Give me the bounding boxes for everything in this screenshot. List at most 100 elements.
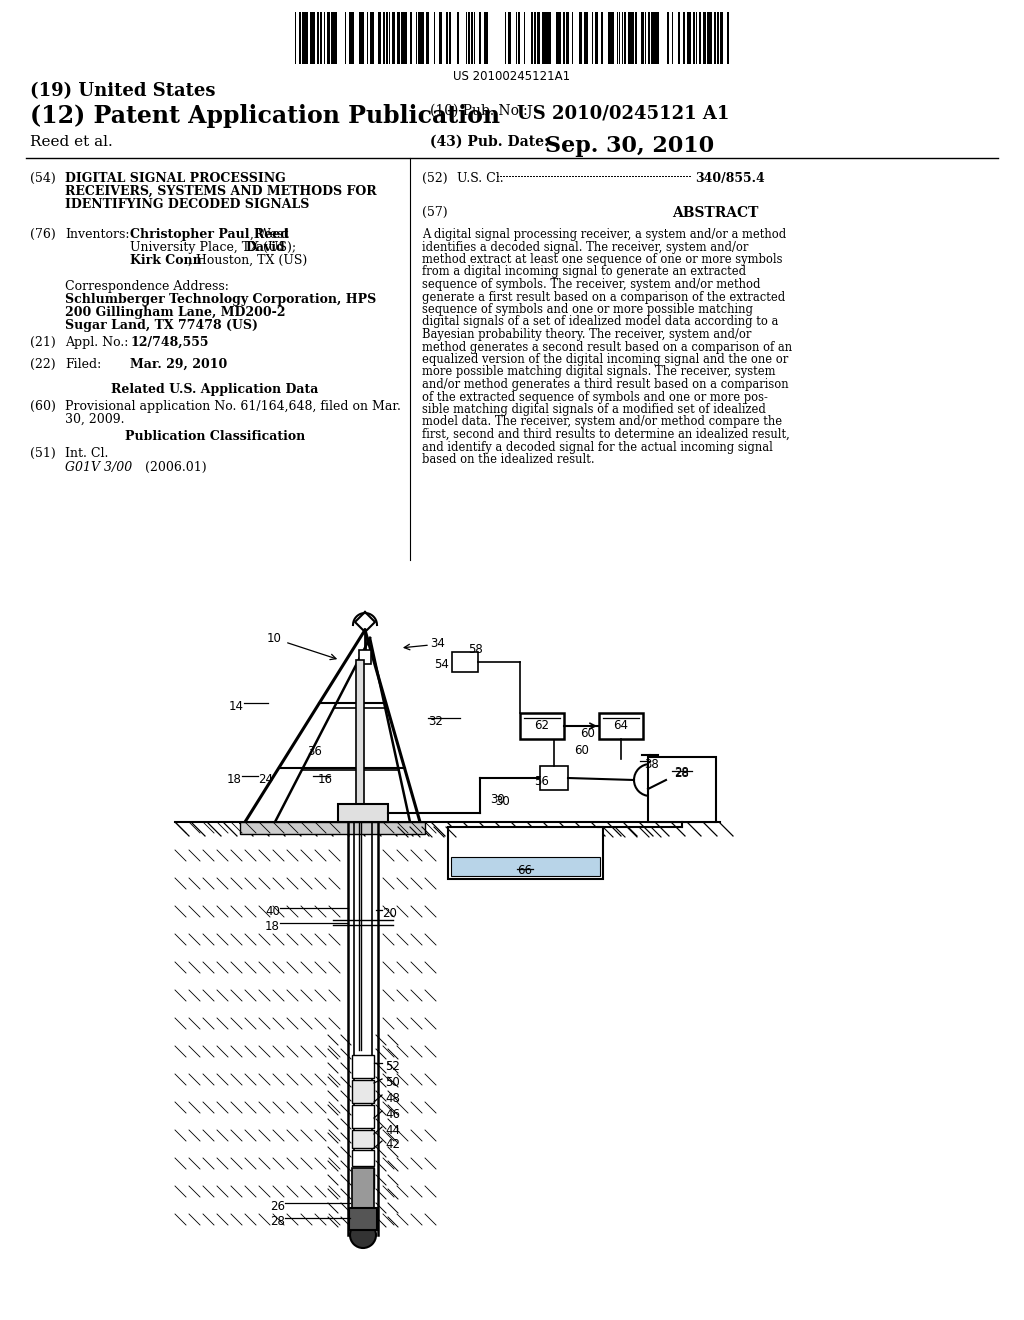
Bar — [352, 1080, 374, 1104]
Bar — [466, 12, 467, 63]
Text: 34: 34 — [430, 638, 444, 649]
Text: 24: 24 — [258, 774, 273, 785]
Bar — [710, 12, 711, 63]
Bar — [520, 713, 564, 739]
Text: (52): (52) — [422, 172, 447, 185]
Bar — [518, 12, 519, 63]
Bar — [516, 12, 517, 63]
Text: 44: 44 — [385, 1125, 400, 1137]
Bar — [692, 12, 695, 63]
Text: (22): (22) — [30, 358, 55, 371]
Text: Related U.S. Application Data: Related U.S. Application Data — [112, 383, 318, 396]
Bar — [617, 12, 618, 63]
Text: (57): (57) — [422, 206, 447, 219]
Bar — [332, 12, 334, 63]
Text: 62: 62 — [535, 719, 550, 733]
Bar — [519, 12, 520, 63]
Bar — [702, 12, 706, 63]
Bar — [689, 12, 691, 63]
Text: Correspondence Address:: Correspondence Address: — [65, 280, 229, 293]
Text: 66: 66 — [517, 865, 532, 876]
Text: equalized version of the digital incoming signal and the one or: equalized version of the digital incomin… — [422, 352, 788, 366]
Bar — [301, 12, 304, 63]
Text: ABSTRACT: ABSTRACT — [672, 206, 758, 220]
Text: , West: , West — [250, 228, 289, 242]
Text: RECEIVERS, SYSTEMS AND METHODS FOR: RECEIVERS, SYSTEMS AND METHODS FOR — [65, 185, 377, 198]
Text: A digital signal processing receiver, a system and/or a method: A digital signal processing receiver, a … — [422, 228, 786, 242]
Bar — [727, 12, 729, 63]
Bar — [392, 12, 394, 63]
Text: 64: 64 — [613, 719, 629, 733]
Bar — [401, 12, 402, 63]
Bar — [324, 12, 326, 63]
Text: 60: 60 — [574, 744, 589, 756]
Text: 60: 60 — [580, 727, 595, 741]
Text: Int. Cl.: Int. Cl. — [65, 447, 109, 459]
Bar — [471, 12, 473, 63]
Text: 18: 18 — [227, 774, 242, 785]
Text: Sep. 30, 2010: Sep. 30, 2010 — [545, 135, 714, 157]
Text: sible matching digital signals of a modified set of idealized: sible matching digital signals of a modi… — [422, 403, 766, 416]
Bar — [418, 12, 419, 63]
Text: US 2010/0245121 A1: US 2010/0245121 A1 — [517, 104, 729, 121]
Bar — [438, 12, 441, 63]
Bar — [668, 12, 669, 63]
Bar — [635, 12, 637, 63]
Text: 340/855.4: 340/855.4 — [695, 172, 765, 185]
Bar — [540, 766, 568, 789]
Bar — [656, 12, 658, 63]
Text: method generates a second result based on a comparison of an: method generates a second result based o… — [422, 341, 793, 354]
Bar — [672, 12, 673, 63]
Bar — [687, 12, 689, 63]
Text: (19) United States: (19) United States — [30, 82, 215, 100]
Text: University Place, TX (US);: University Place, TX (US); — [130, 242, 300, 253]
Bar — [714, 12, 716, 63]
Bar — [556, 12, 557, 63]
Bar — [483, 12, 485, 63]
Bar — [397, 12, 400, 63]
Bar — [457, 12, 459, 63]
Bar — [299, 12, 301, 63]
Bar — [628, 12, 630, 63]
Bar — [358, 12, 360, 63]
Text: Schlumberger Technology Corporation, HPS: Schlumberger Technology Corporation, HPS — [65, 293, 376, 306]
Bar — [449, 828, 603, 879]
Text: from a digital incoming signal to generate an extracted: from a digital incoming signal to genera… — [422, 265, 746, 279]
Text: Christopher Paul Reed: Christopher Paul Reed — [130, 228, 289, 242]
Bar — [707, 12, 709, 63]
Bar — [650, 12, 653, 63]
Text: based on the idealized result.: based on the idealized result. — [422, 453, 595, 466]
Bar — [334, 12, 337, 63]
Circle shape — [634, 764, 666, 796]
Bar — [402, 12, 404, 63]
Bar — [367, 12, 368, 63]
Bar — [611, 12, 612, 63]
Text: G01V 3/00: G01V 3/00 — [65, 461, 132, 474]
Text: 30, 2009.: 30, 2009. — [65, 413, 125, 426]
Bar — [563, 12, 564, 63]
Bar — [406, 12, 408, 63]
Bar — [312, 12, 313, 63]
Bar — [352, 1168, 374, 1188]
Bar — [560, 12, 561, 63]
Bar — [610, 12, 611, 63]
Bar — [613, 12, 614, 63]
Bar — [579, 12, 582, 63]
Bar — [700, 12, 701, 63]
Bar — [317, 12, 319, 63]
Bar — [352, 1150, 374, 1166]
Text: (76): (76) — [30, 228, 55, 242]
Text: 54: 54 — [434, 657, 449, 671]
Text: 20: 20 — [382, 907, 397, 920]
Bar — [631, 12, 632, 63]
Bar — [352, 1055, 374, 1078]
Bar — [352, 1130, 374, 1148]
Text: 56: 56 — [534, 775, 549, 788]
Text: 28: 28 — [675, 767, 689, 780]
Bar — [452, 652, 478, 672]
Bar — [331, 12, 332, 63]
Text: digital signals of a set of idealized model data according to a: digital signals of a set of idealized mo… — [422, 315, 778, 329]
Bar — [622, 12, 623, 63]
Text: (51): (51) — [30, 447, 55, 459]
Text: 40: 40 — [265, 906, 280, 917]
